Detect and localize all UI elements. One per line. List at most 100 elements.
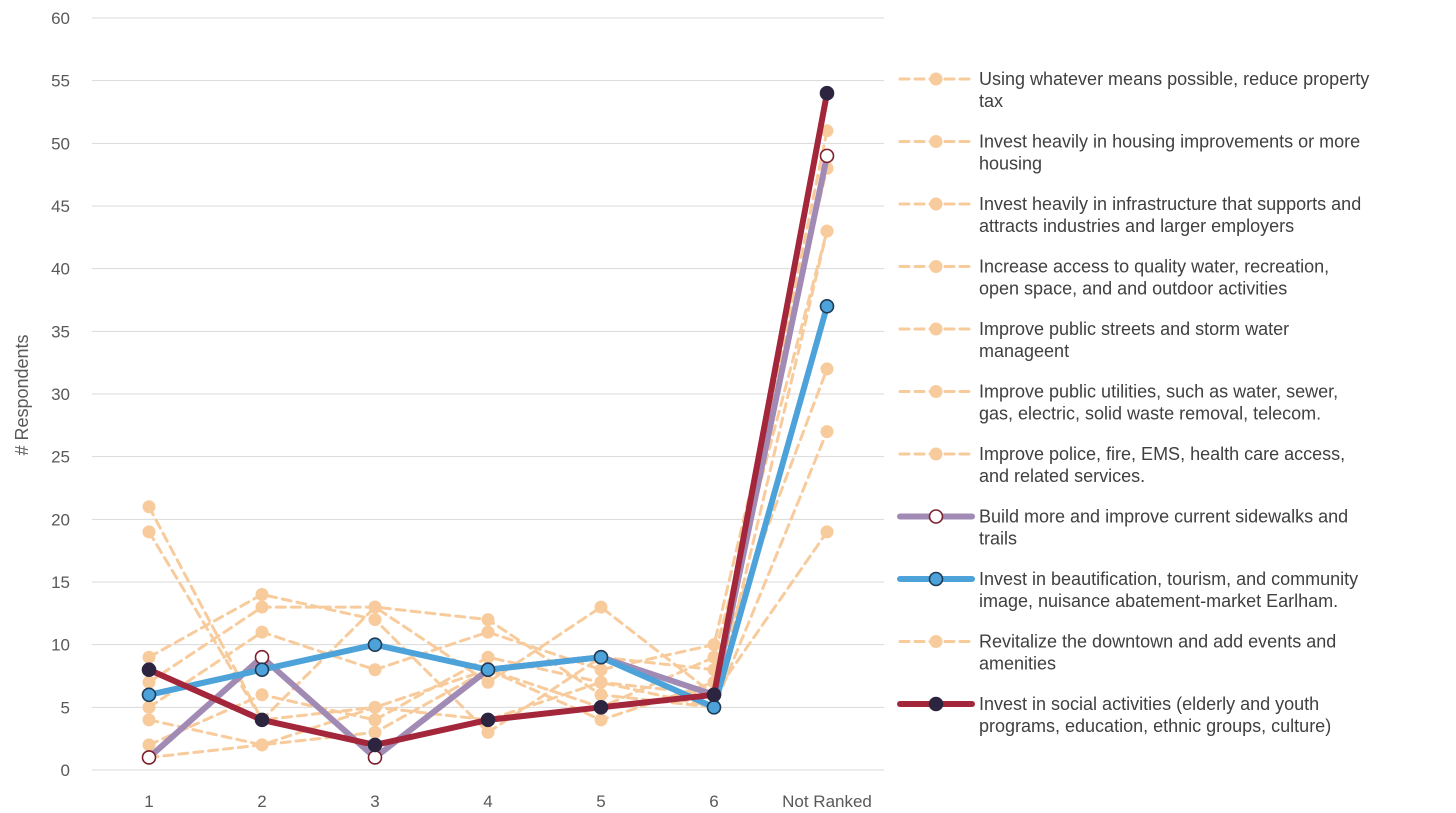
legend-label: Build more and improve current sidewalks… — [979, 507, 1348, 527]
y-tick-label: 15 — [51, 573, 70, 592]
legend-label: manageent — [979, 341, 1069, 361]
data-point — [368, 700, 382, 714]
legend-label: Invest in beautification, tourism, and c… — [979, 569, 1358, 589]
legend-label: housing — [979, 154, 1042, 174]
data-point — [820, 425, 834, 439]
series-8 — [141, 298, 835, 715]
data-point — [707, 650, 721, 664]
data-point — [142, 738, 156, 752]
data-point — [481, 613, 495, 627]
data-point — [142, 713, 156, 727]
legend-label: Using whatever means possible, reduce pr… — [979, 69, 1369, 89]
y-tick-label: 5 — [61, 698, 70, 717]
y-tick-label: 55 — [51, 72, 70, 91]
data-point — [820, 525, 834, 539]
legend-label: Improve public streets and storm water — [979, 319, 1289, 339]
y-tick-labels: 0 5 10 15 20 25 30 35 40 45 50 55 60 — [51, 9, 70, 780]
legend-item: Build more and improve current sidewalks… — [897, 507, 1348, 549]
x-tick-labels: 1 2 3 4 5 6 Not Ranked — [144, 792, 872, 811]
data-point — [141, 750, 157, 765]
data-point — [368, 663, 382, 677]
y-tick-label: 35 — [51, 322, 70, 341]
data-point — [255, 738, 269, 752]
data-point — [367, 637, 383, 652]
data-point — [141, 662, 157, 678]
data-point — [255, 588, 269, 602]
series-line — [146, 90, 830, 748]
data-point — [594, 713, 608, 727]
legend: Using whatever means possible, reduce pr… — [897, 69, 1369, 736]
data-point — [367, 737, 383, 753]
data-point — [142, 650, 156, 664]
data-point — [254, 662, 270, 678]
gridlines — [92, 17, 884, 771]
data-point — [142, 525, 156, 539]
y-tick-label: 10 — [51, 636, 70, 655]
data-point — [480, 662, 496, 678]
legend-item: Improve police, fire, EMS, health care a… — [898, 444, 1345, 486]
data-point — [706, 687, 722, 703]
legend-item: Using whatever means possible, reduce pr… — [898, 69, 1369, 111]
legend-label: Improve police, fire, EMS, health care a… — [979, 444, 1345, 464]
legend-item: Invest heavily in infrastructure that su… — [898, 194, 1361, 236]
data-point — [255, 600, 269, 614]
data-point — [368, 613, 382, 627]
legend-label: Improve public utilities, such as water,… — [979, 382, 1338, 402]
y-tick-label: 60 — [51, 9, 70, 28]
legend-label: Invest heavily in housing improvements o… — [979, 132, 1360, 152]
data-point — [481, 675, 495, 689]
legend-marker — [929, 385, 943, 398]
data-point — [481, 725, 495, 739]
y-tick-label: 0 — [61, 761, 70, 780]
data-point — [594, 600, 608, 614]
legend-marker — [929, 322, 943, 336]
data-point — [142, 700, 156, 714]
data-point — [706, 700, 722, 715]
legend-marker — [928, 696, 944, 712]
legend-item: Invest in beautification, tourism, and c… — [897, 569, 1358, 611]
data-point — [481, 625, 495, 639]
legend-label: tax — [979, 91, 1003, 111]
data-point — [594, 663, 608, 677]
data-point — [820, 124, 834, 138]
legend-label: gas, electric, solid waste removal, tele… — [979, 404, 1321, 424]
legend-label: trails — [979, 529, 1017, 549]
legend-label: image, nuisance abatement-market Earlham… — [979, 591, 1338, 611]
legend-item: Revitalize the downtown and add events a… — [898, 632, 1336, 674]
legend-label: Increase access to quality water, recrea… — [979, 257, 1329, 277]
data-point — [255, 688, 269, 702]
legend-item: Increase access to quality water, recrea… — [898, 257, 1329, 299]
data-point — [368, 725, 382, 739]
data-point — [368, 713, 382, 727]
data-point — [142, 675, 156, 689]
legend-label: programs, education, ethnic groups, cult… — [979, 716, 1331, 736]
data-point — [594, 688, 608, 702]
data-point — [368, 600, 382, 614]
legend-label: attracts industries and larger employers — [979, 216, 1294, 236]
data-point — [593, 700, 609, 715]
data-point — [254, 649, 270, 665]
data-point — [820, 362, 834, 376]
data-point — [141, 687, 157, 703]
series-4 — [142, 161, 834, 714]
legend-marker — [929, 135, 943, 148]
y-axis-title: # Respondents — [12, 334, 32, 455]
x-tick-label: Not Ranked — [782, 792, 872, 811]
data-point — [142, 500, 156, 514]
legend-marker — [929, 447, 943, 461]
data-point — [254, 712, 270, 728]
legend-marker — [929, 72, 943, 86]
data-point — [819, 148, 835, 164]
legend-marker — [929, 635, 943, 648]
legend-label: Invest heavily in infrastructure that su… — [979, 194, 1361, 214]
y-tick-label: 40 — [51, 260, 70, 279]
y-tick-label: 20 — [51, 510, 70, 529]
data-point — [819, 298, 835, 314]
data-point — [820, 224, 834, 238]
legend-item: Invest in social activities (elderly and… — [897, 694, 1331, 736]
legend-label: Invest in social activities (elderly and… — [979, 694, 1319, 714]
data-point — [480, 712, 496, 728]
x-tick-label: 6 — [709, 792, 718, 811]
y-tick-label: 50 — [51, 134, 70, 153]
plot-area — [141, 85, 835, 765]
